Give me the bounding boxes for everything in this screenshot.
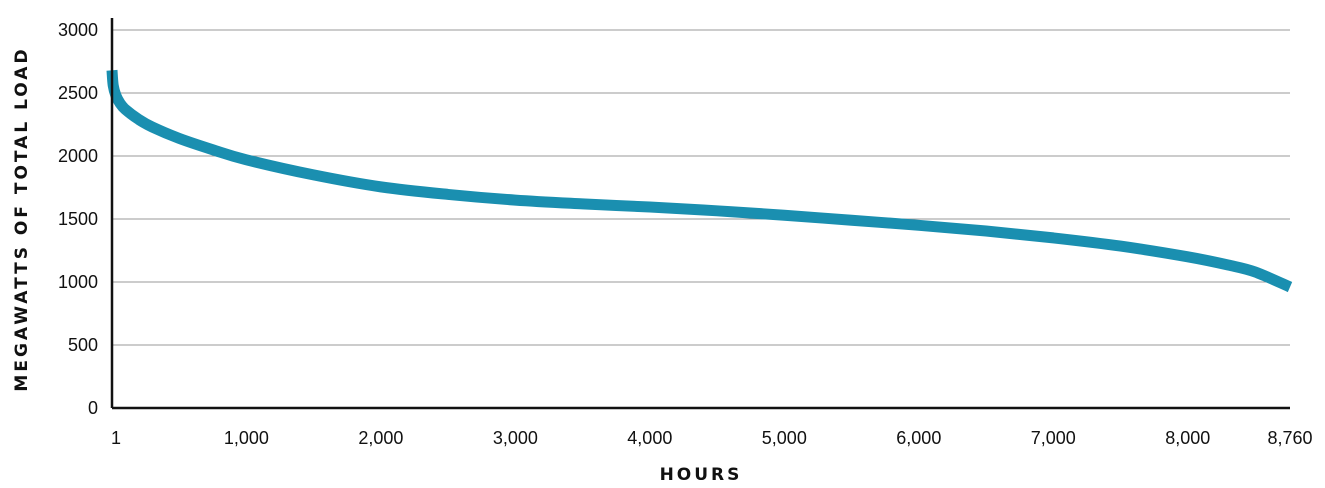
x-tick-label: 7,000	[1031, 428, 1076, 448]
x-tick-label: 1	[111, 428, 121, 448]
x-tick-label: 3,000	[493, 428, 538, 448]
load-duration-line	[106, 69, 1293, 293]
y-tick-label: 0	[88, 398, 98, 418]
y-tick-label: 500	[68, 335, 98, 355]
y-axis-title: MEGAWATTS OF TOTAL LOAD	[12, 46, 32, 391]
x-tick-label: 5,000	[762, 428, 807, 448]
x-tick-labels: 1 1,000 2,000 3,000 4,000 5,000 6,000 7,000 8,00…	[111, 428, 1313, 448]
y-tick-label: 3000	[58, 20, 98, 40]
x-tick-label: 4,000	[627, 428, 672, 448]
x-tick-label: 2,000	[358, 428, 403, 448]
axes	[110, 18, 1290, 410]
x-axis-title: HOURS	[660, 465, 743, 485]
y-tick-labels: 0 500 1000 1500 2000 2500 3000	[58, 20, 98, 418]
y-tick-label: 2500	[58, 83, 98, 103]
series-layer	[106, 69, 1293, 293]
y-tick-label: 1500	[58, 209, 98, 229]
x-tick-label: 8,000	[1165, 428, 1210, 448]
x-tick-label: 6,000	[896, 428, 941, 448]
y-tick-label: 2000	[58, 146, 98, 166]
x-tick-label: 8,760	[1267, 428, 1312, 448]
x-tick-label: 1,000	[224, 428, 269, 448]
gridlines	[112, 29, 1290, 346]
y-tick-label: 1000	[58, 272, 98, 292]
